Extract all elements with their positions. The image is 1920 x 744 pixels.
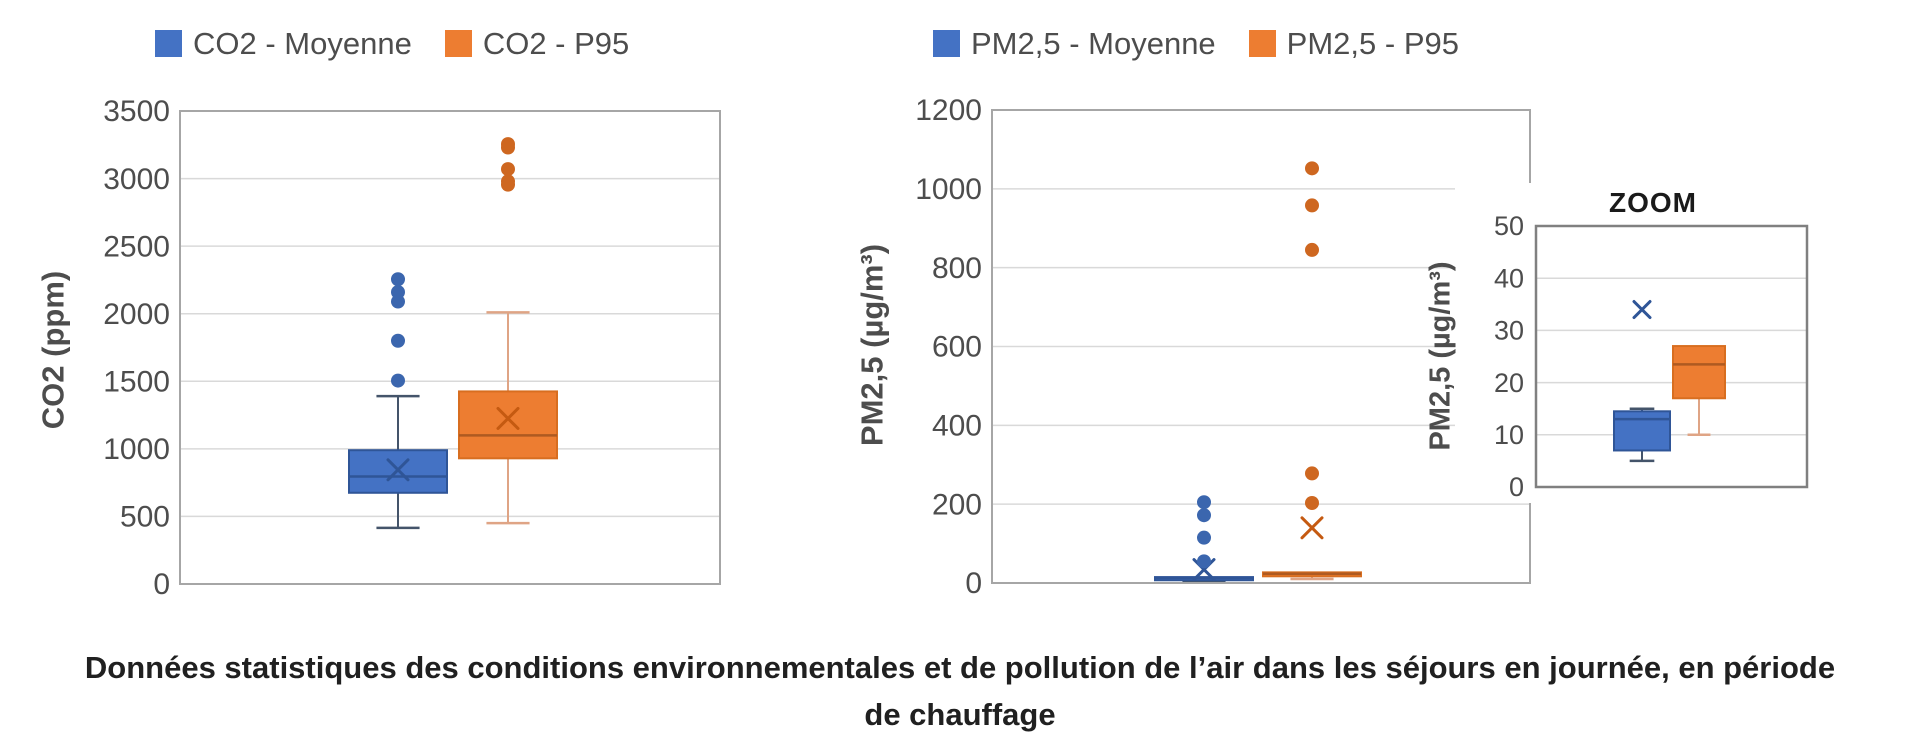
box: [458, 390, 558, 460]
y-tick-label: 30: [1494, 316, 1524, 346]
legend-co2: CO2 - Moyenne CO2 - P95: [155, 28, 629, 59]
zoom-inset-title: ZOOM: [1609, 187, 1697, 218]
box-series-orange: [1262, 161, 1362, 581]
mean-marker: [496, 406, 520, 430]
y-tick-label: 500: [120, 501, 170, 534]
figure-caption-text: Données statistiques des conditions envi…: [84, 650, 1836, 732]
legend-label-pm25-p95: PM2,5 - P95: [1286, 26, 1459, 61]
y-tick-label: 10: [1494, 420, 1524, 450]
legend-label-co2-p95: CO2 - P95: [482, 26, 630, 61]
y-tick-label: 50: [1494, 211, 1524, 241]
outlier-dot: [391, 373, 405, 388]
y-tick-label: 1200: [915, 94, 982, 127]
y-tick-label: 600: [932, 331, 982, 364]
outlier-dot: [1197, 508, 1211, 523]
outlier-dot: [1197, 554, 1211, 569]
y-axis-title-co2: CO2 (ppm): [35, 270, 71, 430]
y-tick-label: 0: [965, 567, 982, 600]
outlier-dot: [1305, 466, 1319, 481]
y-tick-label: 0: [1509, 472, 1524, 502]
y-axis-title-zoom-inset: PM2,5 (µg/m³): [1424, 261, 1457, 451]
box-series-orange: [1672, 345, 1726, 437]
y-tick-label: 400: [932, 410, 982, 443]
outlier-dot: [391, 272, 405, 287]
y-tick-label: 2500: [103, 230, 170, 263]
mean-marker: [1300, 516, 1324, 540]
legend-label-pm25-moyenne: PM2,5 - Moyenne: [971, 26, 1216, 61]
outlier-dot: [1305, 242, 1319, 257]
outlier-dot: [1305, 161, 1319, 176]
outlier-dot: [501, 162, 515, 177]
chart-0: 0 500 1000 1500 2000 2500 3000 3500: [103, 95, 721, 601]
outlier-dot: [391, 333, 405, 348]
box: [1613, 410, 1671, 452]
plot-area: [1536, 226, 1807, 487]
y-tick-label: 800: [932, 252, 982, 285]
y-axis-title-pm25: PM2,5 (µg/m³): [854, 243, 890, 447]
box-series-blue: [348, 272, 448, 530]
y-tick-label: 3500: [103, 95, 170, 128]
mean-marker: [386, 458, 410, 482]
y-tick-label: 20: [1494, 368, 1524, 398]
y-tick-label: 40: [1494, 263, 1524, 293]
y-tick-label: 2000: [103, 298, 170, 331]
y-tick-label: 3000: [103, 163, 170, 196]
outlier-dot: [391, 285, 405, 300]
y-tick-label: 1500: [103, 365, 170, 398]
box: [1672, 345, 1726, 400]
outlier-dot: [1197, 495, 1211, 510]
legend-pm25: PM2,5 - Moyenne PM2,5 - P95: [933, 28, 1459, 59]
mean-marker: [1632, 300, 1652, 320]
legend-swatch-co2-p95: [444, 30, 472, 57]
legend-swatch-pm25-p95: [1248, 30, 1276, 57]
chart-2-zoom: 0 10 20 30 40 50: [1455, 183, 1820, 503]
legend-swatch-co2-moyenne: [155, 30, 182, 57]
plot-area: [180, 111, 720, 584]
outlier-dot: [501, 137, 515, 152]
outlier-dot: [501, 174, 515, 189]
box-series-orange: [458, 137, 558, 525]
y-tick-label: 200: [932, 488, 982, 521]
legend-label-co2-moyenne: CO2 - Moyenne: [193, 26, 412, 61]
box-series-blue: [1154, 495, 1254, 583]
y-tick-label: 1000: [103, 433, 170, 466]
plot-frame: [179, 110, 721, 585]
outlier-dot: [1197, 530, 1211, 545]
outlier-dot: [1305, 198, 1319, 213]
y-tick-label: 0: [153, 568, 170, 601]
box-series-blue: [1613, 300, 1671, 463]
y-tick-label: 1000: [915, 173, 982, 206]
figure-caption: Données statistiques des conditions envi…: [0, 645, 1920, 738]
plot-frame: [1534, 224, 1809, 489]
legend-swatch-pm25-moyenne: [933, 30, 960, 57]
outlier-dot: [1305, 495, 1319, 510]
